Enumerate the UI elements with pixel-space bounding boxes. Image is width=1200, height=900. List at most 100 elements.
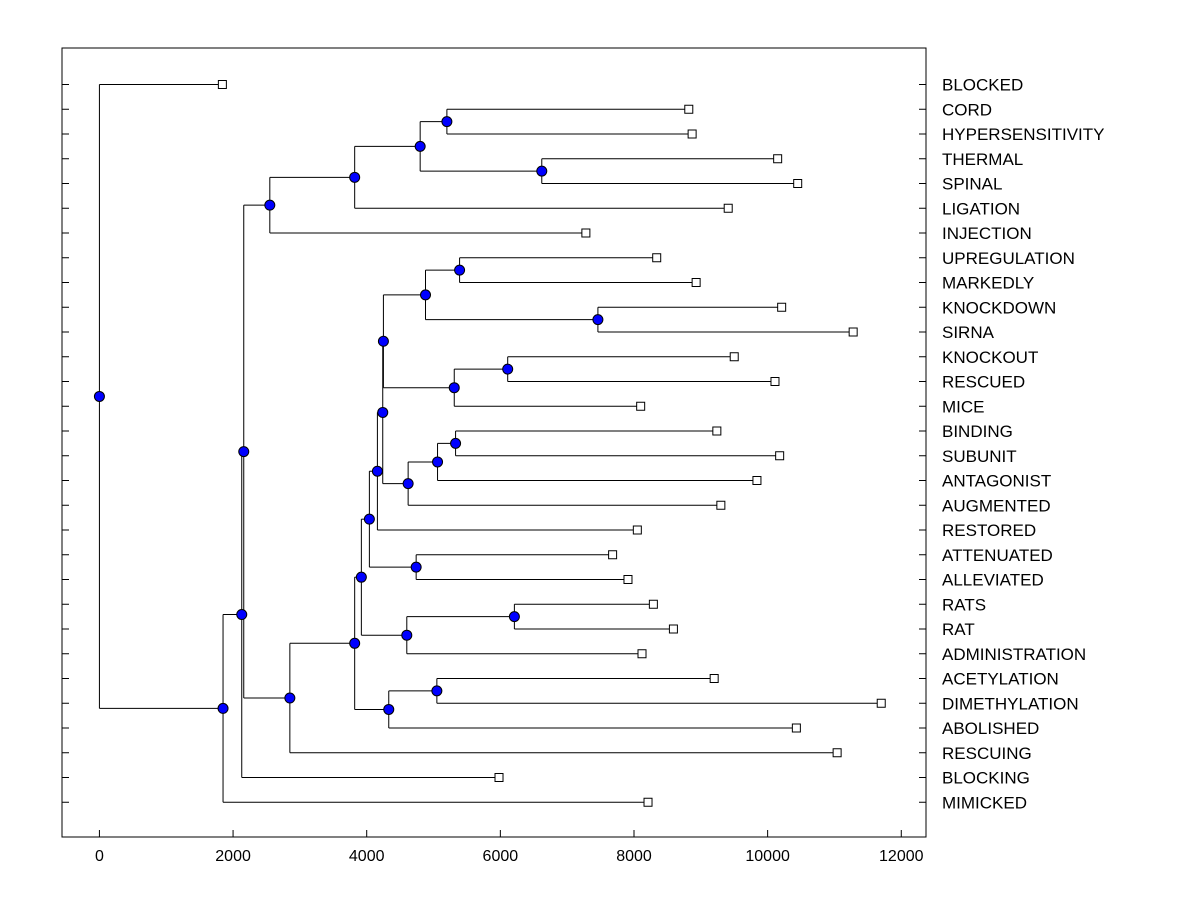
merge-node: [508, 611, 520, 623]
leaf-marker: [777, 302, 787, 312]
leaf-label: ACETYLATION: [942, 670, 1059, 689]
leaf-label: CORD: [942, 100, 992, 119]
merge-node: [536, 165, 548, 177]
leaf-marker: [623, 575, 633, 584]
leaf-marker: [793, 179, 803, 188]
leaf-marker: [648, 599, 658, 609]
leaf-label: MARKEDLY: [942, 274, 1034, 293]
merge-node: [441, 116, 453, 128]
merge-node: [414, 140, 426, 152]
merge-node: [592, 314, 604, 326]
leaf-marker: [752, 476, 762, 485]
merge-node: [448, 382, 460, 394]
merge-node: [284, 692, 296, 704]
merge-node: [402, 478, 414, 490]
leaf-marker: [632, 525, 642, 535]
leaf-label: SPINAL: [942, 175, 1002, 194]
leaf-marker: [775, 451, 785, 461]
leaf-marker: [729, 352, 739, 362]
x-tick-label: 6000: [483, 848, 519, 865]
leaf-marker: [712, 426, 722, 436]
leaf-marker: [652, 253, 662, 263]
merge-node: [377, 406, 389, 418]
leaf-marker: [848, 327, 858, 337]
merge-node: [363, 513, 375, 525]
x-axis-ticks: [98, 830, 902, 837]
merge-node: [410, 561, 422, 573]
leaf-label: ALLEVIATED: [942, 571, 1044, 590]
leaf-label: BLOCKED: [942, 76, 1023, 95]
x-tick-label: 12000: [879, 848, 924, 865]
leaf-label: ABOLISHED: [942, 719, 1039, 738]
leaf-marker: [770, 377, 780, 386]
leaf-label: RAT: [942, 620, 975, 639]
leaf-label: RESCUING: [942, 744, 1032, 763]
leaf-label: KNOCKDOWN: [942, 298, 1056, 317]
leaf-marker: [636, 401, 646, 411]
x-tick-label: 4000: [349, 848, 385, 865]
leaf-marker: [608, 550, 618, 560]
merge-node: [349, 637, 361, 649]
leaf-label: RATS: [942, 595, 986, 614]
merge-node: [377, 335, 389, 347]
leaf-marker: [217, 80, 227, 89]
leaf-marker: [832, 748, 842, 758]
leaf-marker: [643, 797, 653, 807]
leaf-label: ADMINISTRATION: [942, 645, 1086, 664]
leaf-label: MIMICKED: [942, 793, 1027, 812]
merge-node: [236, 609, 248, 621]
leaf-marker: [687, 129, 697, 139]
merge-node: [383, 703, 395, 715]
leaf-label: INJECTION: [942, 224, 1032, 243]
merge-node-group: [93, 116, 604, 715]
merge-node: [431, 685, 443, 697]
merge-node: [349, 171, 361, 183]
merge-node: [355, 571, 367, 583]
merge-node: [454, 264, 466, 276]
merge-node: [93, 390, 105, 402]
leaf-label: SUBUNIT: [942, 447, 1017, 466]
leaf-label: THERMAL: [942, 150, 1023, 169]
leaf-label: SIRNA: [942, 323, 995, 342]
leaf-marker: [581, 228, 591, 238]
leaf-label: MICE: [942, 397, 985, 416]
leaf-label: LIGATION: [942, 199, 1020, 218]
leaf-label: KNOCKOUT: [942, 348, 1038, 367]
x-tick-label: 0: [95, 848, 104, 865]
merge-node: [502, 363, 514, 375]
leaf-marker: [876, 698, 886, 708]
leaf-marker: [723, 203, 733, 213]
x-tick-label: 2000: [215, 848, 251, 865]
leaf-marker: [668, 624, 678, 634]
leaf-marker: [691, 278, 701, 287]
leaf-label: HYPERSENSITIVITY: [942, 125, 1104, 144]
leaf-label: DIMETHYLATION: [942, 694, 1079, 713]
x-axis-tick-labels: 0 2000 4000 6000 8000 10000 12000: [95, 848, 924, 865]
merge-node: [238, 446, 250, 458]
leaf-marker: [791, 723, 801, 733]
merge-node: [371, 465, 383, 477]
leaf-marker: [709, 674, 719, 683]
merge-node: [264, 199, 276, 211]
leaf-label: ANTAGONIST: [942, 472, 1051, 491]
leaf-label: BINDING: [942, 422, 1013, 441]
merge-node: [401, 629, 413, 641]
merge-node: [450, 437, 462, 449]
leaf-label: RESTORED: [942, 521, 1036, 540]
leaf-marker: [494, 773, 504, 782]
leaf-label: RESCUED: [942, 373, 1025, 392]
merge-node: [420, 289, 432, 301]
leaf-label: BLOCKING: [942, 769, 1030, 788]
leaf-label: ATTENUATED: [942, 546, 1053, 565]
leaf-marker-group: [217, 80, 886, 807]
merge-node: [217, 702, 229, 714]
plot-frame: [61, 47, 927, 838]
leaf-marker: [684, 104, 694, 114]
branch-group: [98, 84, 882, 803]
leaf-marker: [716, 500, 726, 510]
leaf-label: UPREGULATION: [942, 249, 1075, 268]
leaf-label: AUGMENTED: [942, 496, 1051, 515]
leaf-label-group: BLOCKED CORD HYPERSENSITIVITY THERMAL SPINAL…: [942, 76, 1104, 813]
leaf-marker: [773, 154, 783, 164]
